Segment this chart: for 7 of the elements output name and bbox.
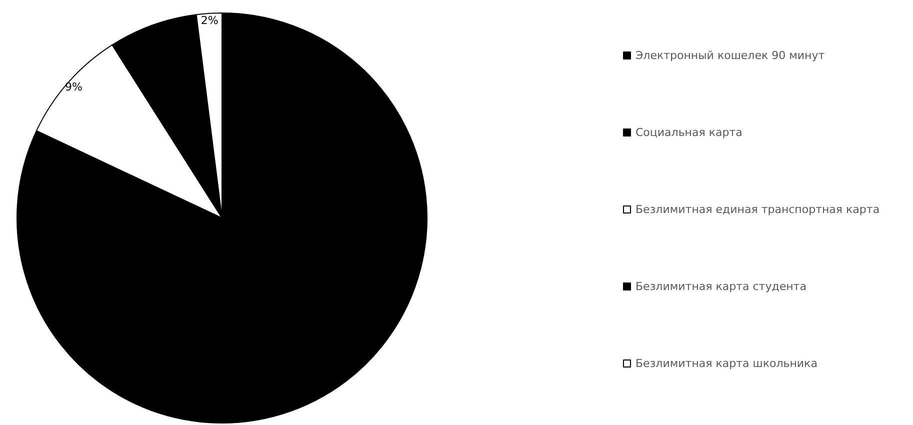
data-label: 9% <box>64 80 82 94</box>
legend-label: Безлимитная единая транспортная карта <box>636 203 880 216</box>
legend-label: Безлимитная карта школьника <box>636 357 818 370</box>
legend-label: Электронный кошелек 90 минут <box>636 49 826 62</box>
legend-label: Социальная карта <box>636 126 742 139</box>
legend-label: Безлимитная карта студента <box>636 280 806 293</box>
data-label: 2% <box>200 14 218 28</box>
